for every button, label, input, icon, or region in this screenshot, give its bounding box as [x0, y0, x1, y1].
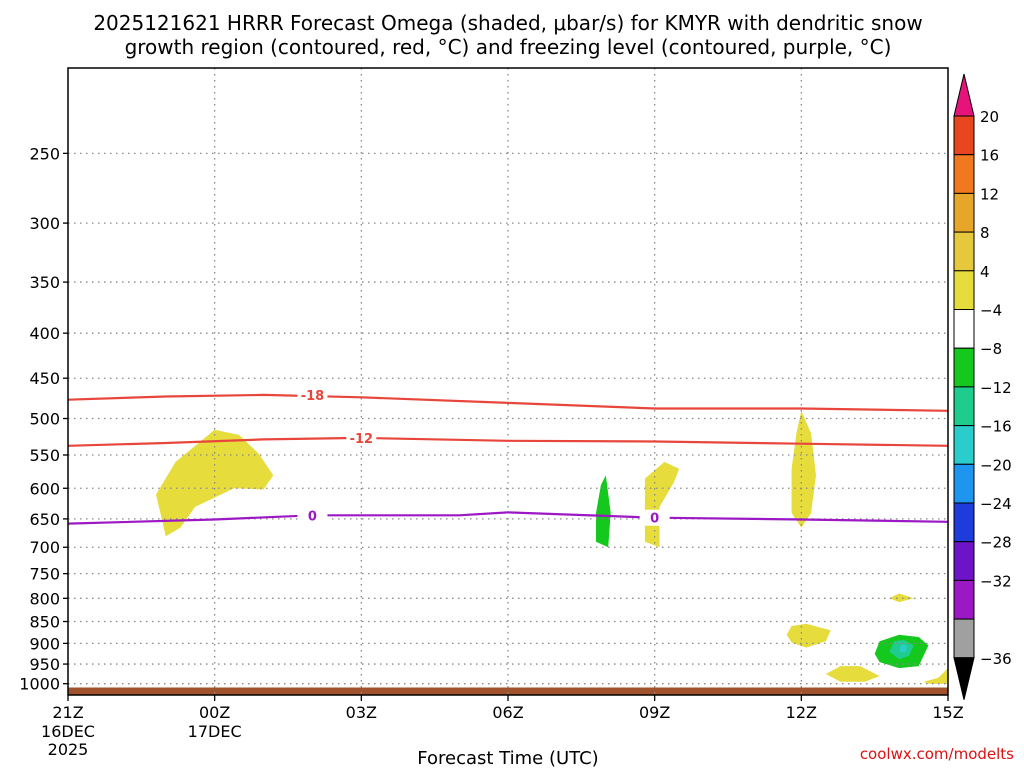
colorbar-label-0: 20 [980, 108, 999, 126]
colorbar-label-1: 16 [980, 147, 999, 165]
colorbar-label-8: −16 [980, 418, 1012, 436]
colorbar-label-11: −28 [980, 534, 1012, 552]
colorbar-label-3: 8 [980, 224, 990, 242]
chart-title-line1: 2025121621 HRRR Forecast Omega (shaded, … [93, 11, 922, 35]
colorbar-segment-13 [953, 618, 975, 659]
contour-label-2: 0 [308, 509, 317, 524]
omega-shaded-region-4 [825, 666, 880, 682]
x-tick-date-label-1: 17DEC [188, 722, 242, 741]
x-tick-label-4: 09Z [639, 703, 670, 722]
y-tick-label-3: 400 [29, 324, 60, 343]
contour-line-0 [67, 393, 949, 412]
y-tick-label-9: 700 [29, 538, 60, 557]
y-tick-label-7: 600 [29, 479, 60, 498]
y-tick-label-0: 250 [29, 144, 60, 163]
colorbar-segment-6 [953, 347, 975, 388]
colorbar-segment-5 [953, 309, 975, 349]
y-tick-label-4: 450 [29, 369, 60, 388]
colorbar-segment-7 [953, 386, 975, 427]
colorbar: 20 16 12 8 4 −4 −8 −12 −16 −20 −24 −28 −32 −36 [953, 73, 1012, 700]
omega-shaded-region-10 [899, 644, 907, 653]
colorbar-bottom-arrow [953, 657, 975, 700]
omega-shaded-region-6 [923, 668, 948, 684]
colorbar-label-10: −24 [980, 495, 1012, 513]
contour-label-bg-0 [297, 386, 328, 403]
y-tick-label-8: 650 [29, 510, 60, 529]
omega-shaded-region-2 [791, 410, 816, 528]
contour-label-3: 0 [650, 512, 659, 527]
colorbar-segment-8 [953, 425, 975, 465]
colorbar-label-5: −4 [980, 302, 1002, 320]
x-axis-label: Forecast Time (UTC) [417, 748, 598, 768]
contour-label-bg-3 [639, 509, 670, 526]
contour-line-2 [67, 511, 949, 525]
y-tick-label-5: 500 [29, 410, 60, 429]
colorbar-segment-4 [953, 270, 975, 310]
colorbar-segment-11 [953, 541, 975, 581]
colorbar-label-12: −32 [980, 572, 1012, 590]
colorbar-label-2: 12 [980, 185, 999, 203]
colorbar-segment-9 [953, 463, 975, 504]
omega-shaded-region-1 [644, 461, 680, 548]
x-tick-label-1: 00Z [199, 703, 230, 722]
colorbar-segment-0 [953, 115, 975, 156]
omega-shaded-region-7 [596, 475, 611, 548]
y-tick-label-10: 750 [29, 565, 60, 584]
colorbar-label-6: −8 [980, 340, 1002, 358]
y-tick-label-6: 550 [29, 446, 60, 465]
omega-shaded-region-5 [889, 593, 914, 603]
y-tick-label-12: 850 [29, 613, 60, 632]
x-tick-label-5: 12Z [786, 703, 817, 722]
y-tick-label-13: 900 [29, 634, 60, 653]
contour-label-0: -18 [301, 389, 325, 404]
colorbar-segment-3 [953, 231, 975, 272]
y-tick-label-11: 800 [29, 589, 60, 608]
y-tick-label-15: 1000 [19, 675, 60, 694]
colorbar-top-arrow [953, 73, 975, 117]
x-tick-label-2: 03Z [346, 703, 377, 722]
x-tick-date-label-0: 16DEC [41, 722, 95, 741]
contour-label-1: -12 [350, 432, 374, 447]
omega-shaded-region-3 [786, 623, 831, 648]
x-tick-year-label-0: 2025 [48, 740, 89, 759]
chart-title-line2: growth region (contoured, red, °C) and f… [125, 35, 892, 59]
x-tick-label-3: 06Z [492, 703, 523, 722]
colorbar-label-7: −12 [980, 379, 1012, 397]
y-tick-label-14: 950 [29, 655, 60, 674]
y-tick-label-1: 300 [29, 214, 60, 233]
colorbar-segment-12 [953, 579, 975, 620]
ground-band [68, 687, 948, 695]
colorbar-segment-2 [953, 192, 975, 233]
colorbar-segment-10 [953, 502, 975, 543]
y-tick-label-2: 350 [29, 273, 60, 292]
contour-label-bg-1 [346, 429, 377, 446]
x-tick-label-0: 21Z [52, 703, 83, 722]
contour-line-1 [67, 436, 949, 447]
y-axis: 250 300 350 400 450 500 550 600 650 700 750 800 850 9… [19, 144, 68, 694]
x-tick-label-6: 15Z [932, 703, 963, 722]
contour-label-bg-2 [297, 507, 328, 524]
colorbar-label-9: −20 [980, 456, 1012, 474]
plot-area: -18 -12 0 0 [67, 67, 949, 696]
credit-text: coolwx.com/modelts [860, 745, 1014, 763]
colorbar-segment-1 [953, 154, 975, 194]
colorbar-label-4: 4 [980, 263, 990, 281]
colorbar-label-13: −36 [980, 650, 1012, 668]
